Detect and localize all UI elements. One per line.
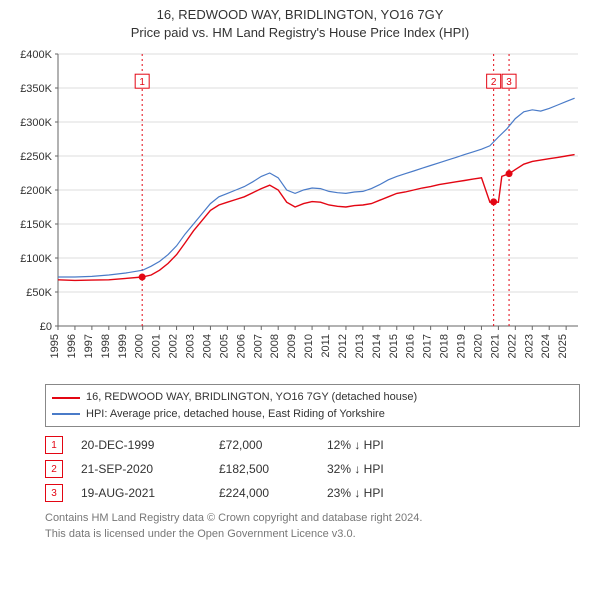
sales-table: 1 20-DEC-1999 £72,000 12% ↓ HPI 2 21-SEP… bbox=[45, 433, 580, 505]
legend-swatch bbox=[52, 413, 80, 415]
svg-text:£0: £0 bbox=[40, 321, 52, 333]
svg-text:2023: 2023 bbox=[523, 334, 535, 358]
svg-text:2008: 2008 bbox=[269, 334, 281, 358]
svg-text:1997: 1997 bbox=[83, 334, 95, 358]
svg-text:£350K: £350K bbox=[20, 83, 52, 95]
svg-text:2011: 2011 bbox=[320, 334, 332, 358]
footer: Contains HM Land Registry data © Crown c… bbox=[45, 511, 580, 542]
svg-text:1996: 1996 bbox=[66, 334, 78, 358]
sale-row: 1 20-DEC-1999 £72,000 12% ↓ HPI bbox=[45, 433, 580, 457]
svg-text:3: 3 bbox=[506, 77, 512, 88]
svg-text:£250K: £250K bbox=[20, 151, 52, 163]
svg-text:2014: 2014 bbox=[371, 334, 383, 358]
svg-text:2007: 2007 bbox=[252, 334, 264, 358]
svg-text:2022: 2022 bbox=[506, 334, 518, 358]
svg-text:1: 1 bbox=[139, 77, 145, 88]
svg-text:2012: 2012 bbox=[337, 334, 349, 358]
chart-container: 16, REDWOOD WAY, BRIDLINGTON, YO16 7GY P… bbox=[0, 0, 600, 542]
title-block: 16, REDWOOD WAY, BRIDLINGTON, YO16 7GY P… bbox=[0, 0, 600, 46]
svg-text:2025: 2025 bbox=[557, 334, 569, 358]
svg-text:2006: 2006 bbox=[235, 334, 247, 358]
svg-text:2003: 2003 bbox=[185, 334, 197, 358]
legend-row-property: 16, REDWOOD WAY, BRIDLINGTON, YO16 7GY (… bbox=[52, 389, 573, 406]
svg-text:2015: 2015 bbox=[388, 334, 400, 358]
chart-svg: £0 £50K £100K £150K £200K £250K £300K £350K £400… bbox=[10, 46, 590, 376]
svg-text:£400K: £400K bbox=[20, 49, 52, 61]
sale-hpi-delta: 32% ↓ HPI bbox=[327, 462, 427, 476]
sale-price: £72,000 bbox=[219, 438, 309, 452]
sale-badge: 1 bbox=[45, 436, 63, 454]
svg-text:1995: 1995 bbox=[49, 334, 61, 358]
title-address: 16, REDWOOD WAY, BRIDLINGTON, YO16 7GY bbox=[0, 6, 600, 24]
legend-row-hpi: HPI: Average price, detached house, East… bbox=[52, 406, 573, 423]
svg-text:1998: 1998 bbox=[100, 334, 112, 358]
svg-text:1999: 1999 bbox=[117, 334, 129, 358]
sale-badge-num: 3 bbox=[51, 488, 57, 499]
svg-text:2024: 2024 bbox=[540, 334, 552, 358]
svg-text:2000: 2000 bbox=[134, 334, 146, 358]
svg-text:2016: 2016 bbox=[405, 334, 417, 358]
sale-badge: 3 bbox=[45, 484, 63, 502]
sale-row: 3 19-AUG-2021 £224,000 23% ↓ HPI bbox=[45, 481, 580, 505]
svg-text:2020: 2020 bbox=[472, 334, 484, 358]
svg-text:2017: 2017 bbox=[422, 334, 434, 358]
title-subtitle: Price paid vs. HM Land Registry's House … bbox=[0, 24, 600, 42]
svg-text:£100K: £100K bbox=[20, 253, 52, 265]
svg-text:£200K: £200K bbox=[20, 185, 52, 197]
sale-price: £182,500 bbox=[219, 462, 309, 476]
sale-badge-num: 2 bbox=[51, 464, 57, 475]
legend-swatch bbox=[52, 397, 80, 399]
sale-badge-num: 1 bbox=[51, 440, 57, 451]
chart-area: £0 £50K £100K £150K £200K £250K £300K £350K £400… bbox=[10, 46, 590, 376]
footer-line: Contains HM Land Registry data © Crown c… bbox=[45, 511, 580, 526]
footer-line: This data is licensed under the Open Gov… bbox=[45, 527, 580, 542]
legend: 16, REDWOOD WAY, BRIDLINGTON, YO16 7GY (… bbox=[45, 384, 580, 427]
legend-label: 16, REDWOOD WAY, BRIDLINGTON, YO16 7GY (… bbox=[86, 389, 417, 406]
sale-row: 2 21-SEP-2020 £182,500 32% ↓ HPI bbox=[45, 457, 580, 481]
svg-text:2002: 2002 bbox=[168, 334, 180, 358]
sale-date: 19-AUG-2021 bbox=[81, 486, 201, 500]
svg-text:2: 2 bbox=[491, 77, 497, 88]
svg-text:2010: 2010 bbox=[303, 334, 315, 358]
legend-label: HPI: Average price, detached house, East… bbox=[86, 406, 385, 423]
sale-hpi-delta: 12% ↓ HPI bbox=[327, 438, 427, 452]
sale-hpi-delta: 23% ↓ HPI bbox=[327, 486, 427, 500]
svg-text:£300K: £300K bbox=[20, 117, 52, 129]
svg-text:2021: 2021 bbox=[489, 334, 501, 358]
svg-text:2019: 2019 bbox=[456, 334, 468, 358]
svg-text:2001: 2001 bbox=[151, 334, 163, 358]
svg-text:2013: 2013 bbox=[354, 334, 366, 358]
svg-text:2009: 2009 bbox=[286, 334, 298, 358]
svg-text:2018: 2018 bbox=[439, 334, 451, 358]
svg-text:£150K: £150K bbox=[20, 219, 52, 231]
svg-text:2005: 2005 bbox=[218, 334, 230, 358]
svg-text:£50K: £50K bbox=[26, 287, 52, 299]
sale-badge: 2 bbox=[45, 460, 63, 478]
sale-date: 20-DEC-1999 bbox=[81, 438, 201, 452]
sale-price: £224,000 bbox=[219, 486, 309, 500]
sale-date: 21-SEP-2020 bbox=[81, 462, 201, 476]
svg-text:2004: 2004 bbox=[201, 334, 213, 358]
